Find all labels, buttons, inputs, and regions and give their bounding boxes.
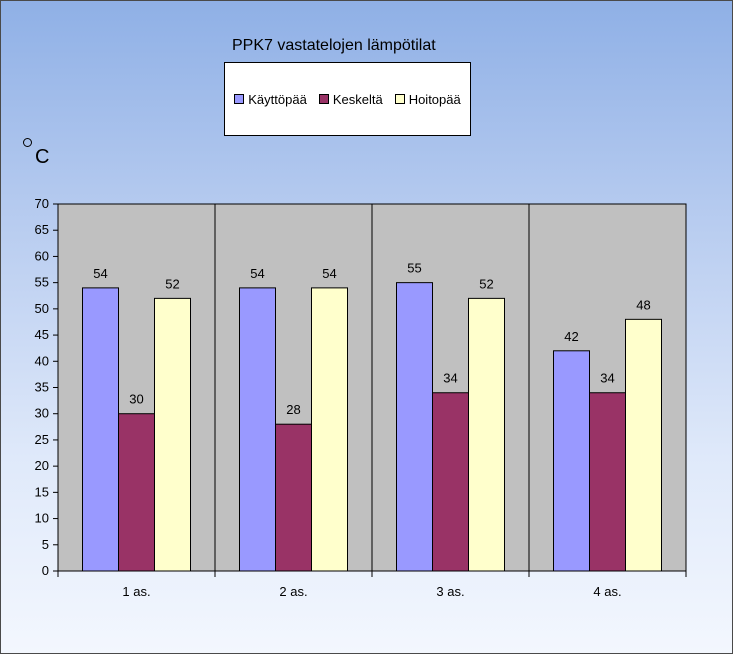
data-label: 28 bbox=[286, 402, 300, 417]
chart-title: PPK7 vastatelojen lämpötilat bbox=[232, 37, 436, 54]
y-tick-label: 30 bbox=[35, 406, 49, 421]
data-label: 54 bbox=[93, 266, 107, 281]
data-label: 30 bbox=[129, 392, 143, 407]
y-tick-label: 65 bbox=[35, 222, 49, 237]
bar bbox=[311, 287, 348, 572]
x-category-label: 4 as. bbox=[593, 584, 621, 599]
y-tick-label: 0 bbox=[42, 563, 49, 578]
y-tick-label: 40 bbox=[35, 353, 49, 368]
legend-label-keskelta: Keskeltä bbox=[332, 91, 383, 107]
legend: Käyttöpää Keskeltä Hoitopää bbox=[224, 62, 471, 136]
legend-item-kayttopaa: Käyttöpää bbox=[234, 92, 307, 107]
x-category-label: 2 as. bbox=[279, 584, 307, 599]
y-tick-label: 70 bbox=[35, 196, 49, 211]
y-axis-label: C bbox=[35, 146, 50, 168]
y-axis-degree-symbol bbox=[23, 138, 32, 147]
bar bbox=[82, 287, 119, 572]
x-category-label: 3 as. bbox=[436, 584, 464, 599]
data-label: 54 bbox=[322, 266, 336, 281]
y-tick-label: 5 bbox=[42, 537, 49, 552]
legend-label-kayttopaa: Käyttöpää bbox=[248, 91, 307, 107]
y-tick-label: 35 bbox=[35, 380, 49, 395]
y-tick-label: 25 bbox=[35, 432, 49, 447]
bar bbox=[468, 297, 505, 572]
legend-swatch-keskelta bbox=[318, 94, 329, 104]
y-tick-label: 50 bbox=[35, 301, 49, 316]
y-tick-label: 45 bbox=[35, 327, 49, 342]
legend-swatch-hoitopaa bbox=[394, 94, 405, 104]
y-tick-label: 60 bbox=[35, 248, 49, 263]
y-tick-label: 15 bbox=[35, 484, 49, 499]
x-category-label: 1 as. bbox=[122, 584, 150, 599]
bar bbox=[154, 297, 191, 572]
bar bbox=[553, 350, 590, 572]
legend-swatch-kayttopaa bbox=[234, 94, 245, 104]
bar bbox=[625, 318, 662, 572]
bar bbox=[239, 287, 276, 572]
bar bbox=[589, 392, 626, 572]
bar bbox=[275, 423, 312, 572]
bar bbox=[432, 392, 469, 572]
data-label: 55 bbox=[407, 261, 421, 276]
y-tick-label: 20 bbox=[35, 458, 49, 473]
data-label: 42 bbox=[564, 329, 578, 344]
y-tick-label: 10 bbox=[35, 511, 49, 526]
data-label: 52 bbox=[165, 276, 179, 291]
legend-label-hoitopaa: Hoitopää bbox=[408, 91, 461, 107]
data-label: 52 bbox=[479, 276, 493, 291]
legend-item-hoitopaa: Hoitopää bbox=[394, 91, 461, 107]
data-label: 48 bbox=[636, 297, 650, 312]
data-label: 34 bbox=[600, 371, 614, 386]
data-label: 54 bbox=[250, 266, 264, 281]
bar bbox=[396, 282, 433, 572]
bar bbox=[118, 413, 155, 572]
data-label: 34 bbox=[443, 371, 457, 386]
legend-item-keskelta: Keskeltä bbox=[318, 91, 383, 107]
y-tick-label: 55 bbox=[35, 275, 49, 290]
